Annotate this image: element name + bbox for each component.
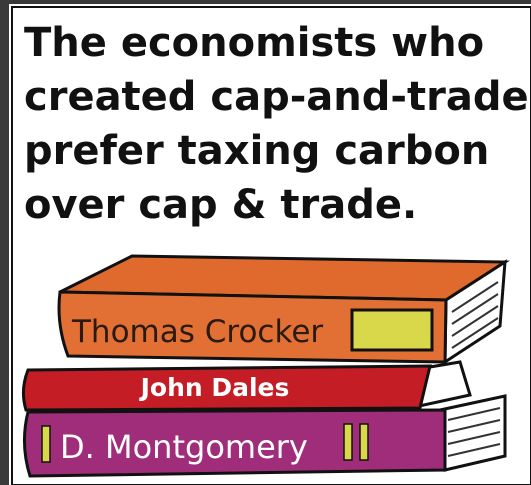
spine-band: [344, 424, 352, 460]
caption-line: prefer taxing carbon: [24, 128, 489, 174]
book-label: John Dales: [139, 373, 290, 402]
page: The economists who created cap-and-trade…: [0, 0, 531, 485]
book-label: D. Montgomery: [60, 428, 308, 466]
book-middle: John Dales: [23, 362, 470, 410]
caption-line: created cap-and-trade: [24, 74, 529, 120]
spine-band: [360, 424, 368, 460]
book-label: Thomas Crocker: [71, 314, 323, 350]
caption-line: The economists who: [24, 20, 484, 66]
comic-panel: The economists who created cap-and-trade…: [0, 0, 531, 485]
caption-line: over cap & trade.: [24, 182, 417, 228]
book-top: Thomas Crocker: [59, 256, 505, 362]
spine-band: [42, 426, 50, 462]
book-tag: [352, 310, 432, 350]
